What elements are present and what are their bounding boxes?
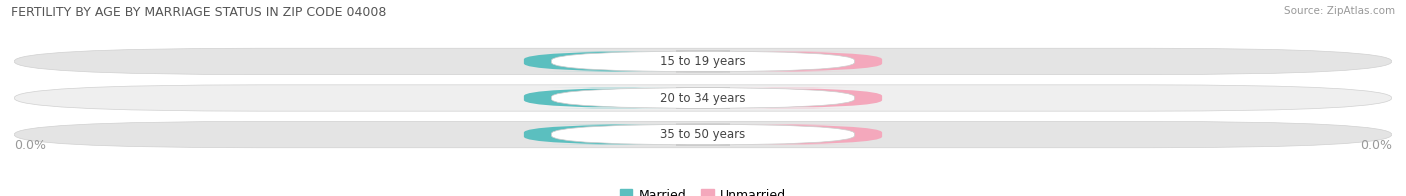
Text: 0.0%: 0.0% bbox=[778, 93, 807, 103]
Text: 0.0%: 0.0% bbox=[599, 130, 628, 140]
FancyBboxPatch shape bbox=[14, 121, 1392, 148]
Text: 0.0%: 0.0% bbox=[599, 56, 628, 66]
FancyBboxPatch shape bbox=[551, 124, 855, 145]
Text: Source: ZipAtlas.com: Source: ZipAtlas.com bbox=[1284, 6, 1395, 16]
FancyBboxPatch shape bbox=[524, 51, 703, 72]
FancyBboxPatch shape bbox=[703, 124, 882, 145]
FancyBboxPatch shape bbox=[524, 124, 703, 145]
Legend: Married, Unmarried: Married, Unmarried bbox=[614, 184, 792, 196]
Text: 0.0%: 0.0% bbox=[1360, 139, 1392, 152]
Text: 20 to 34 years: 20 to 34 years bbox=[661, 92, 745, 104]
Text: 35 to 50 years: 35 to 50 years bbox=[661, 128, 745, 141]
FancyBboxPatch shape bbox=[14, 48, 1392, 75]
FancyBboxPatch shape bbox=[14, 85, 1392, 111]
Text: 0.0%: 0.0% bbox=[14, 139, 46, 152]
Text: 15 to 19 years: 15 to 19 years bbox=[661, 55, 745, 68]
Text: 0.0%: 0.0% bbox=[778, 56, 807, 66]
FancyBboxPatch shape bbox=[551, 51, 855, 72]
Text: 0.0%: 0.0% bbox=[599, 93, 628, 103]
Text: 0.0%: 0.0% bbox=[778, 130, 807, 140]
FancyBboxPatch shape bbox=[524, 88, 703, 108]
FancyBboxPatch shape bbox=[551, 87, 855, 109]
Text: FERTILITY BY AGE BY MARRIAGE STATUS IN ZIP CODE 04008: FERTILITY BY AGE BY MARRIAGE STATUS IN Z… bbox=[11, 6, 387, 19]
FancyBboxPatch shape bbox=[703, 51, 882, 72]
FancyBboxPatch shape bbox=[703, 88, 882, 108]
